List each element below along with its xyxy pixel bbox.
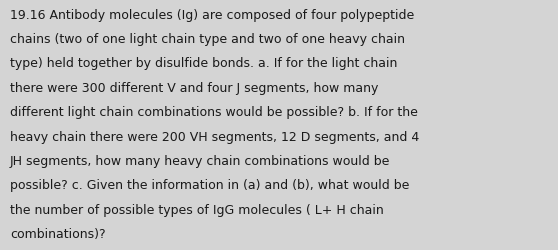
Text: 19.16 Antibody molecules (Ig) are composed of four polypeptide: 19.16 Antibody molecules (Ig) are compos… [10, 9, 414, 22]
Text: JH segments, how many heavy chain combinations would be: JH segments, how many heavy chain combin… [10, 154, 391, 167]
Text: different light chain combinations would be possible? b. If for the: different light chain combinations would… [10, 106, 418, 119]
Text: combinations)?: combinations)? [10, 227, 105, 240]
Text: type) held together by disulfide bonds. a. If for the light chain: type) held together by disulfide bonds. … [10, 57, 397, 70]
Text: chains (two of one light chain type and two of one heavy chain: chains (two of one light chain type and … [10, 33, 405, 46]
Text: there were 300 different V and four J segments, how many: there were 300 different V and four J se… [10, 82, 378, 94]
Text: the number of possible types of IgG molecules ( L+ H chain: the number of possible types of IgG mole… [10, 203, 384, 216]
Text: possible? c. Given the information in (a) and (b), what would be: possible? c. Given the information in (a… [10, 178, 410, 192]
Text: heavy chain there were 200 VH segments, 12 D segments, and 4: heavy chain there were 200 VH segments, … [10, 130, 419, 143]
